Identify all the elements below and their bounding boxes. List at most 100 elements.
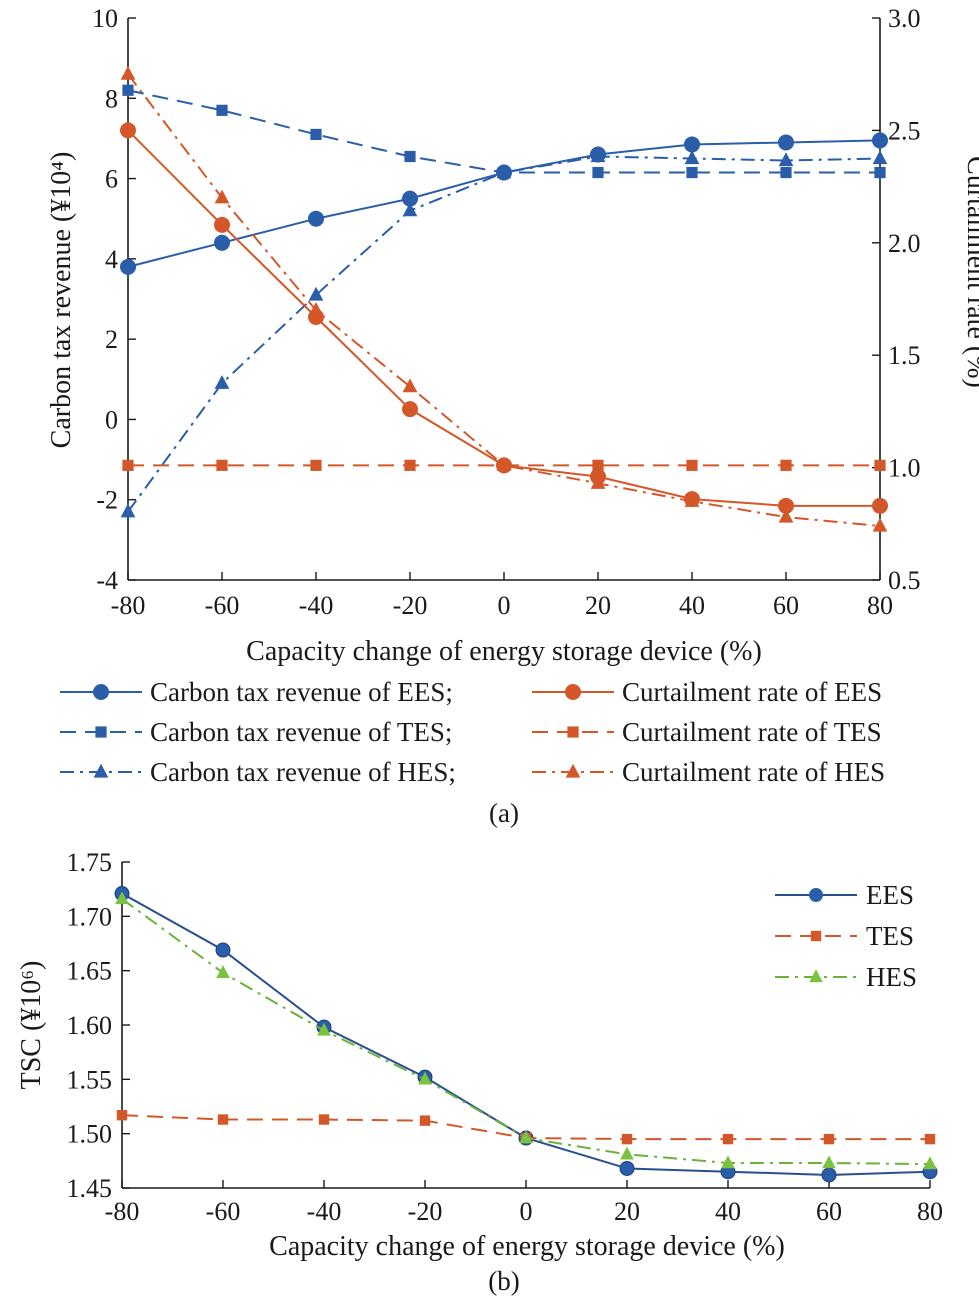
data-point [402, 190, 418, 207]
series-curtailment-rate-of-hes [120, 65, 888, 532]
data-point [214, 189, 230, 204]
legend-item-curtailment-rate-of-tes: Curtailment rate of TES [532, 717, 882, 747]
legend-marker [95, 726, 107, 738]
data-point [823, 1133, 835, 1145]
data-point [621, 1133, 633, 1145]
data-point [308, 286, 324, 301]
legend-label: TES [866, 921, 914, 951]
legend-marker [810, 930, 822, 942]
data-point [590, 475, 606, 489]
data-point [686, 166, 698, 179]
legend-label: HES [866, 962, 917, 992]
data-point [619, 1160, 635, 1176]
data-point [122, 459, 134, 471]
data-point [308, 301, 324, 316]
panel-a-right-y-axis-label: Curtailment rate (%) [961, 156, 979, 388]
data-point [120, 258, 136, 275]
data-point [122, 84, 134, 96]
legend-label: Carbon tax revenue of HES; [150, 757, 456, 787]
data-point [519, 1130, 533, 1144]
legend-marker [565, 763, 581, 778]
data-point [872, 497, 888, 514]
panel-a-left-y-axis-label: Carbon tax revenue (¥10⁴) [46, 152, 77, 449]
panel-a-right-y-tick-label: 0.5 [888, 566, 921, 595]
series-line [127, 73, 881, 528]
panel-b-y-tick-label: 1.70 [67, 902, 113, 931]
legend-item-curtailment-rate-of-hes: Curtailment rate of HES [532, 757, 885, 787]
legend-label: EES [866, 880, 914, 910]
legend-marker [567, 726, 579, 738]
data-point [310, 459, 322, 471]
panel-b-caption: (b) [488, 1266, 519, 1296]
data-point [496, 457, 512, 471]
panel-b-chart: -80 -60 -40 -20 0 20 40 60 80 1.75 1.70 1.65 1.60 1.5… [16, 848, 943, 1296]
data-point [214, 234, 230, 251]
legend-item-ees: EES [775, 880, 914, 910]
data-point [592, 166, 604, 179]
legend-item-curtailment-rate-of-ees: Curtailment rate of EES [532, 677, 882, 707]
data-point [684, 150, 700, 165]
data-point [402, 202, 418, 217]
panel-a-x-tick-label: 20 [585, 591, 611, 620]
panel-b-x-tick-label: -20 [408, 1197, 443, 1226]
data-point [872, 132, 888, 149]
data-point [216, 104, 228, 116]
panel-b-y-axis-label: TSC (¥10⁶) [16, 961, 47, 1090]
data-point [216, 965, 230, 979]
panel-a-left-y-tick-label: -4 [96, 566, 118, 595]
panel-a-right-y-tick-label: 1.5 [888, 341, 921, 370]
data-point [404, 459, 416, 471]
data-point [317, 1022, 331, 1036]
series-hes [115, 891, 937, 1170]
data-point [872, 150, 888, 165]
series-carbon-tax-revenue-of-hes [120, 148, 888, 518]
panel-b-y-tick-label: 1.75 [67, 848, 113, 877]
legend-marker [93, 684, 109, 700]
legend-label: Curtailment rate of HES [622, 757, 885, 787]
legend-label: Carbon tax revenue of EES; [150, 677, 453, 707]
data-point [214, 375, 230, 389]
data-point [778, 152, 794, 167]
data-point [215, 942, 231, 958]
data-point [217, 1114, 229, 1125]
panel-a-x-tick-label: -60 [205, 591, 240, 620]
legend-item-carbon-tax-revenue-of-hes: Carbon tax revenue of HES; [60, 757, 456, 787]
data-point [120, 122, 136, 139]
data-point [684, 136, 700, 153]
panel-a-x-tick-label: -40 [299, 591, 334, 620]
data-point [496, 164, 512, 179]
panel-a-chart: -80 -60 -40 -20 0 20 40 60 801086420-2-43.02.52.… [46, 4, 979, 828]
data-point [780, 166, 792, 179]
data-point [402, 401, 418, 418]
panel-a-left-y-tick-label: 0 [105, 405, 118, 434]
data-point [310, 128, 322, 141]
data-point [872, 517, 888, 532]
panel-a-ticks: -80 -60 -40 -20 0 20 40 60 801086420-2-43.02.52.… [92, 4, 921, 620]
panel-b-x-tick-label: 20 [614, 1197, 640, 1226]
data-point [924, 1133, 936, 1145]
data-point [318, 1114, 330, 1125]
legend-item-carbon-tax-revenue-of-tes: Carbon tax revenue of TES; [60, 717, 452, 747]
data-point [120, 65, 136, 80]
data-point [418, 1071, 432, 1085]
data-point [120, 503, 136, 518]
panel-a-right-y-tick-label: 2.0 [888, 229, 921, 258]
data-point [592, 459, 604, 471]
legend-marker [565, 684, 581, 700]
panel-a-left-y-tick-label: -2 [96, 486, 118, 515]
data-point [404, 150, 416, 163]
panel-a-series [120, 65, 888, 532]
legend-item-hes: HES [775, 962, 917, 992]
panel-b-x-tick-label: 60 [816, 1197, 842, 1226]
panel-a-x-tick-label: 0 [498, 591, 511, 620]
data-point [216, 459, 228, 471]
panel-a-right-y-tick-label: 1.0 [888, 454, 921, 483]
panel-b-x-tick-label: -40 [307, 1197, 342, 1226]
panel-b-y-tick-label: 1.50 [67, 1120, 113, 1149]
legend-item-carbon-tax-revenue-of-ees: Carbon tax revenue of EES; [60, 677, 453, 707]
series-line [121, 898, 931, 1166]
panel-a-x-axis-label: Capacity change of energy storage device… [246, 636, 762, 667]
panel-b-x-tick-label: 40 [715, 1197, 741, 1226]
panel-a-right-y-tick-label: 2.5 [888, 116, 921, 145]
